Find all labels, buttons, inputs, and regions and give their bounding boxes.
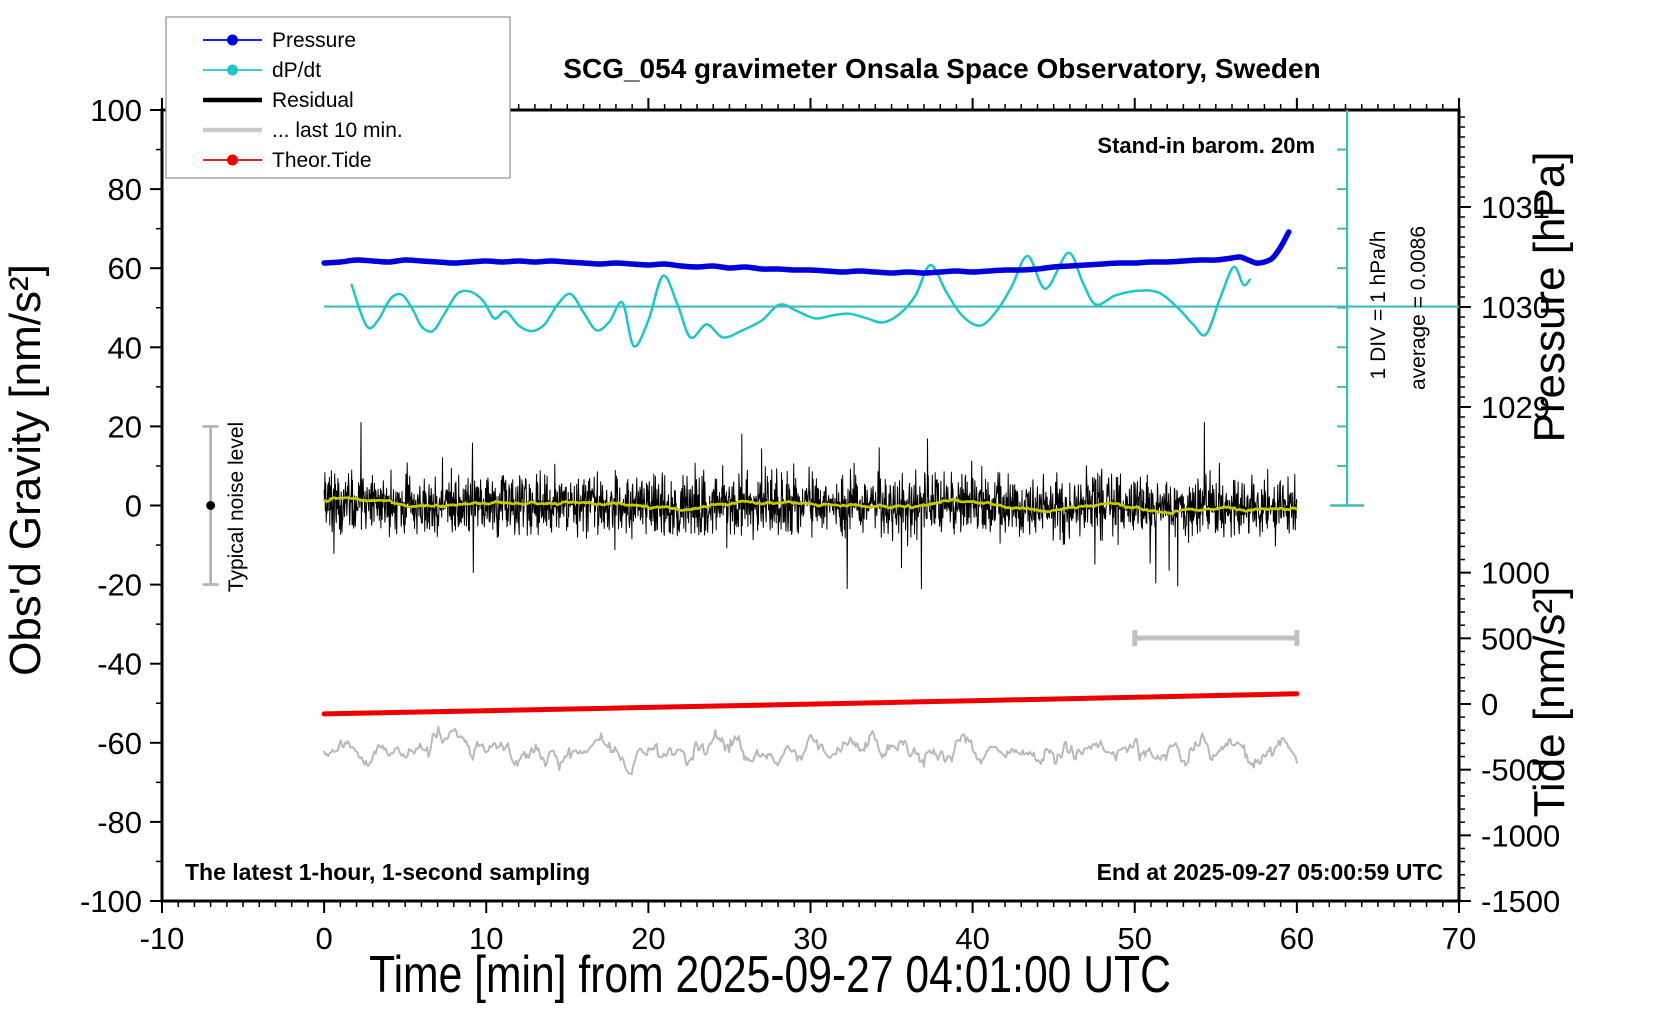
x-tick-label: 70 xyxy=(1442,921,1476,956)
end-time-note: End at 2025-09-27 05:00:59 UTC xyxy=(1097,859,1443,885)
legend-row: Pressure xyxy=(203,29,356,52)
noise-bar-dot xyxy=(206,501,216,510)
y-left-tick-label: 0 xyxy=(125,489,142,524)
tide-tick-label: -1000 xyxy=(1481,818,1560,853)
y-left-tick-label: 60 xyxy=(108,251,142,286)
x-tick-label: -10 xyxy=(140,921,185,956)
y-right-pressure-axis-title: Pressure [hPa] xyxy=(1525,151,1574,442)
pressure-tick-label: 1030 xyxy=(1481,290,1550,325)
div-scale-note: 1 DIV = 1 hPa/h xyxy=(1367,231,1390,380)
x-tick-label: 50 xyxy=(1118,921,1152,956)
tide-tick-label: 500 xyxy=(1481,621,1533,656)
sampling-note: The latest 1-hour, 1-second sampling xyxy=(185,859,590,885)
legend-row: Theor.Tide xyxy=(203,149,372,172)
legend-dot xyxy=(227,154,238,166)
legend-label: ... last 10 min. xyxy=(272,119,403,142)
axis-ticks: -10 0 10 20 30 40 50 60 70-100-80-60-40-20020406… xyxy=(80,93,1560,956)
dpdt-curve xyxy=(350,251,1252,348)
x-tick-label: 0 xyxy=(316,921,333,956)
legend-label: Pressure xyxy=(272,29,356,52)
theor-tide-curve xyxy=(321,691,1300,717)
legend-row: dP/dt xyxy=(203,59,321,82)
x-tick-label: 60 xyxy=(1280,921,1314,956)
x-tick-label: 30 xyxy=(793,921,827,956)
legend-row: Residual xyxy=(203,89,354,112)
residual-curve xyxy=(323,421,1298,590)
legend-dot xyxy=(227,64,238,76)
typical-noise-label: Typical noise level xyxy=(225,422,248,592)
legend-row: ... last 10 min. xyxy=(203,119,403,142)
y-left-tick-label: 100 xyxy=(90,93,142,128)
x-axis-title: Time [min] from 2025-09-27 04:01:00 UTC xyxy=(369,946,1171,1004)
tide-tick-label: -1500 xyxy=(1481,884,1560,919)
y-left-tick-label: 80 xyxy=(108,172,142,207)
x-tick-label: 10 xyxy=(469,921,503,956)
y-left-tick-label: -100 xyxy=(80,884,142,919)
legend-dot xyxy=(227,34,238,46)
x-tick-label: 40 xyxy=(955,921,989,956)
legend: Pressure dP/dt Residual ... last 10 min. The… xyxy=(165,16,511,179)
annotations-layer xyxy=(202,110,1459,646)
average-note: average = 0.0086 xyxy=(1407,226,1430,390)
y-left-tick-label: -60 xyxy=(97,726,142,761)
chart-title: SCG_054 gravimeter Onsala Space Observat… xyxy=(563,53,1320,84)
tide-tick-label: 1000 xyxy=(1481,556,1550,591)
tide-tick-label: 0 xyxy=(1481,687,1498,722)
pressure-tick-label: 1029 xyxy=(1481,390,1550,425)
pressure-curve xyxy=(321,229,1292,276)
data-curves-layer xyxy=(321,229,1300,776)
legend-box xyxy=(165,16,511,179)
residual-smoothed-curve xyxy=(322,496,1299,515)
pressure-tick-label: 1031 xyxy=(1481,190,1550,225)
y-left-axis-title: Obs'd Gravity [nm/s²] xyxy=(1,264,50,676)
y-left-tick-label: -20 xyxy=(97,568,142,603)
stand-in-barometer-note: Stand-in barom. 20m xyxy=(1097,133,1315,158)
y-left-tick-label: -80 xyxy=(97,805,142,840)
legend-label: Residual xyxy=(272,89,354,112)
y-right-tide-axis-title: Tide [nm/s²] xyxy=(1525,587,1574,818)
legend-label: Theor.Tide xyxy=(272,149,372,172)
x-tick-label: 20 xyxy=(631,921,665,956)
last10-curve xyxy=(323,725,1298,776)
tide-tick-label: -500 xyxy=(1481,753,1543,788)
x-axis-title-wrap: Time [min] from 2025-09-27 04:01:00 UTC xyxy=(369,946,1171,1004)
y-left-tick-label: 20 xyxy=(108,409,142,444)
legend-label: dP/dt xyxy=(272,59,321,82)
y-left-tick-label: 40 xyxy=(108,330,142,365)
y-left-tick-label: -40 xyxy=(97,647,142,682)
